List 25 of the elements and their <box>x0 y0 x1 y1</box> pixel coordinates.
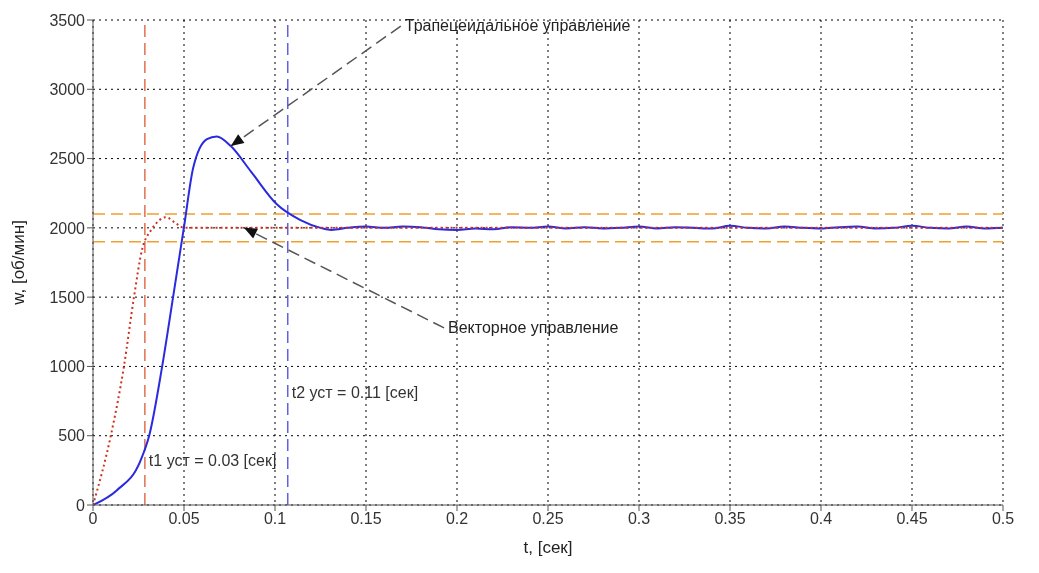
x-tick-label: 0.45 <box>896 510 928 528</box>
x-axis-title: t, [сек] <box>523 538 573 557</box>
y-tick-label: 2000 <box>49 219 86 237</box>
x-tick-label: 0.05 <box>168 510 200 528</box>
y-tick-label: 3500 <box>49 11 86 29</box>
ref-line-label: t1 уст = 0.03 [сек] <box>148 452 277 470</box>
y-tick-label: 2500 <box>49 150 86 168</box>
x-tick-label: 0.35 <box>714 510 746 528</box>
ref-line-label: t2 уст = 0.11 [сек] <box>291 384 419 402</box>
y-tick-label: 1500 <box>49 288 86 306</box>
x-tick-label: 0.5 <box>991 510 1015 528</box>
x-tick-label: 0.15 <box>350 510 382 528</box>
y-tick-label: 3000 <box>49 80 86 98</box>
y-tick-label: 0 <box>76 496 86 514</box>
y-tick-label: 500 <box>58 427 86 445</box>
y-tick-label: 1000 <box>49 358 86 376</box>
x-tick-label: 0.3 <box>627 510 651 528</box>
annotation: Векторное управление <box>448 318 619 336</box>
x-tick-label: 0.25 <box>532 510 564 528</box>
annotation: Трапецеидальное управление <box>404 17 631 35</box>
x-tick-label: 0.1 <box>263 510 287 528</box>
y-axis-title: w, [об/мин] <box>9 220 29 306</box>
x-tick-label: 0 <box>88 510 98 528</box>
x-tick-label: 0.2 <box>445 510 469 528</box>
x-tick-label: 0.4 <box>809 510 833 528</box>
